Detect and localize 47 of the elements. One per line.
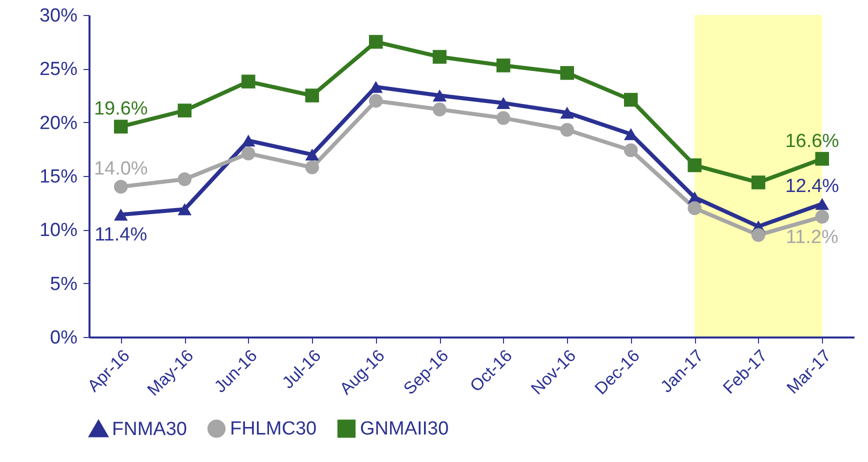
data-label: 11.4% xyxy=(94,224,148,246)
point xyxy=(624,143,638,158)
point xyxy=(688,158,702,172)
legend-label: GNMAII30 xyxy=(360,418,449,440)
y-tick-label: 5% xyxy=(50,274,78,295)
point xyxy=(815,152,830,166)
point xyxy=(178,203,192,216)
point xyxy=(496,97,510,109)
point xyxy=(751,176,766,190)
point xyxy=(624,92,638,107)
legend-label: FHLMC30 xyxy=(230,418,317,440)
y-tick-label: 20% xyxy=(39,112,78,134)
point xyxy=(751,228,766,242)
point xyxy=(560,106,574,119)
y-tick-label: 25% xyxy=(39,59,78,80)
point xyxy=(432,102,447,116)
point xyxy=(688,201,702,216)
point xyxy=(496,111,510,125)
point xyxy=(241,134,256,147)
point xyxy=(815,198,830,210)
point xyxy=(114,180,128,194)
y-tick-label: 15% xyxy=(39,166,78,188)
y-tick-label: 0% xyxy=(50,328,78,348)
point xyxy=(305,148,320,160)
point xyxy=(241,74,256,88)
point xyxy=(560,122,574,137)
point xyxy=(178,104,192,118)
point xyxy=(560,66,574,80)
point xyxy=(114,120,128,134)
point xyxy=(496,58,510,72)
point xyxy=(241,146,256,160)
point xyxy=(432,50,447,64)
y-tick-label: 30% xyxy=(39,6,78,26)
y-tick-label: 10% xyxy=(39,220,78,242)
point xyxy=(368,34,383,49)
data-label: 16.6% xyxy=(785,130,840,152)
point xyxy=(432,90,447,102)
data-label: 12.4% xyxy=(785,176,840,197)
point xyxy=(368,94,383,108)
data-label: 19.6% xyxy=(94,98,148,120)
point xyxy=(815,210,830,224)
point xyxy=(305,160,320,174)
data-label: 14.0% xyxy=(94,158,148,180)
point xyxy=(178,172,192,186)
point xyxy=(305,88,320,102)
legend-label: FNMA30 xyxy=(112,419,187,440)
point xyxy=(114,208,128,221)
